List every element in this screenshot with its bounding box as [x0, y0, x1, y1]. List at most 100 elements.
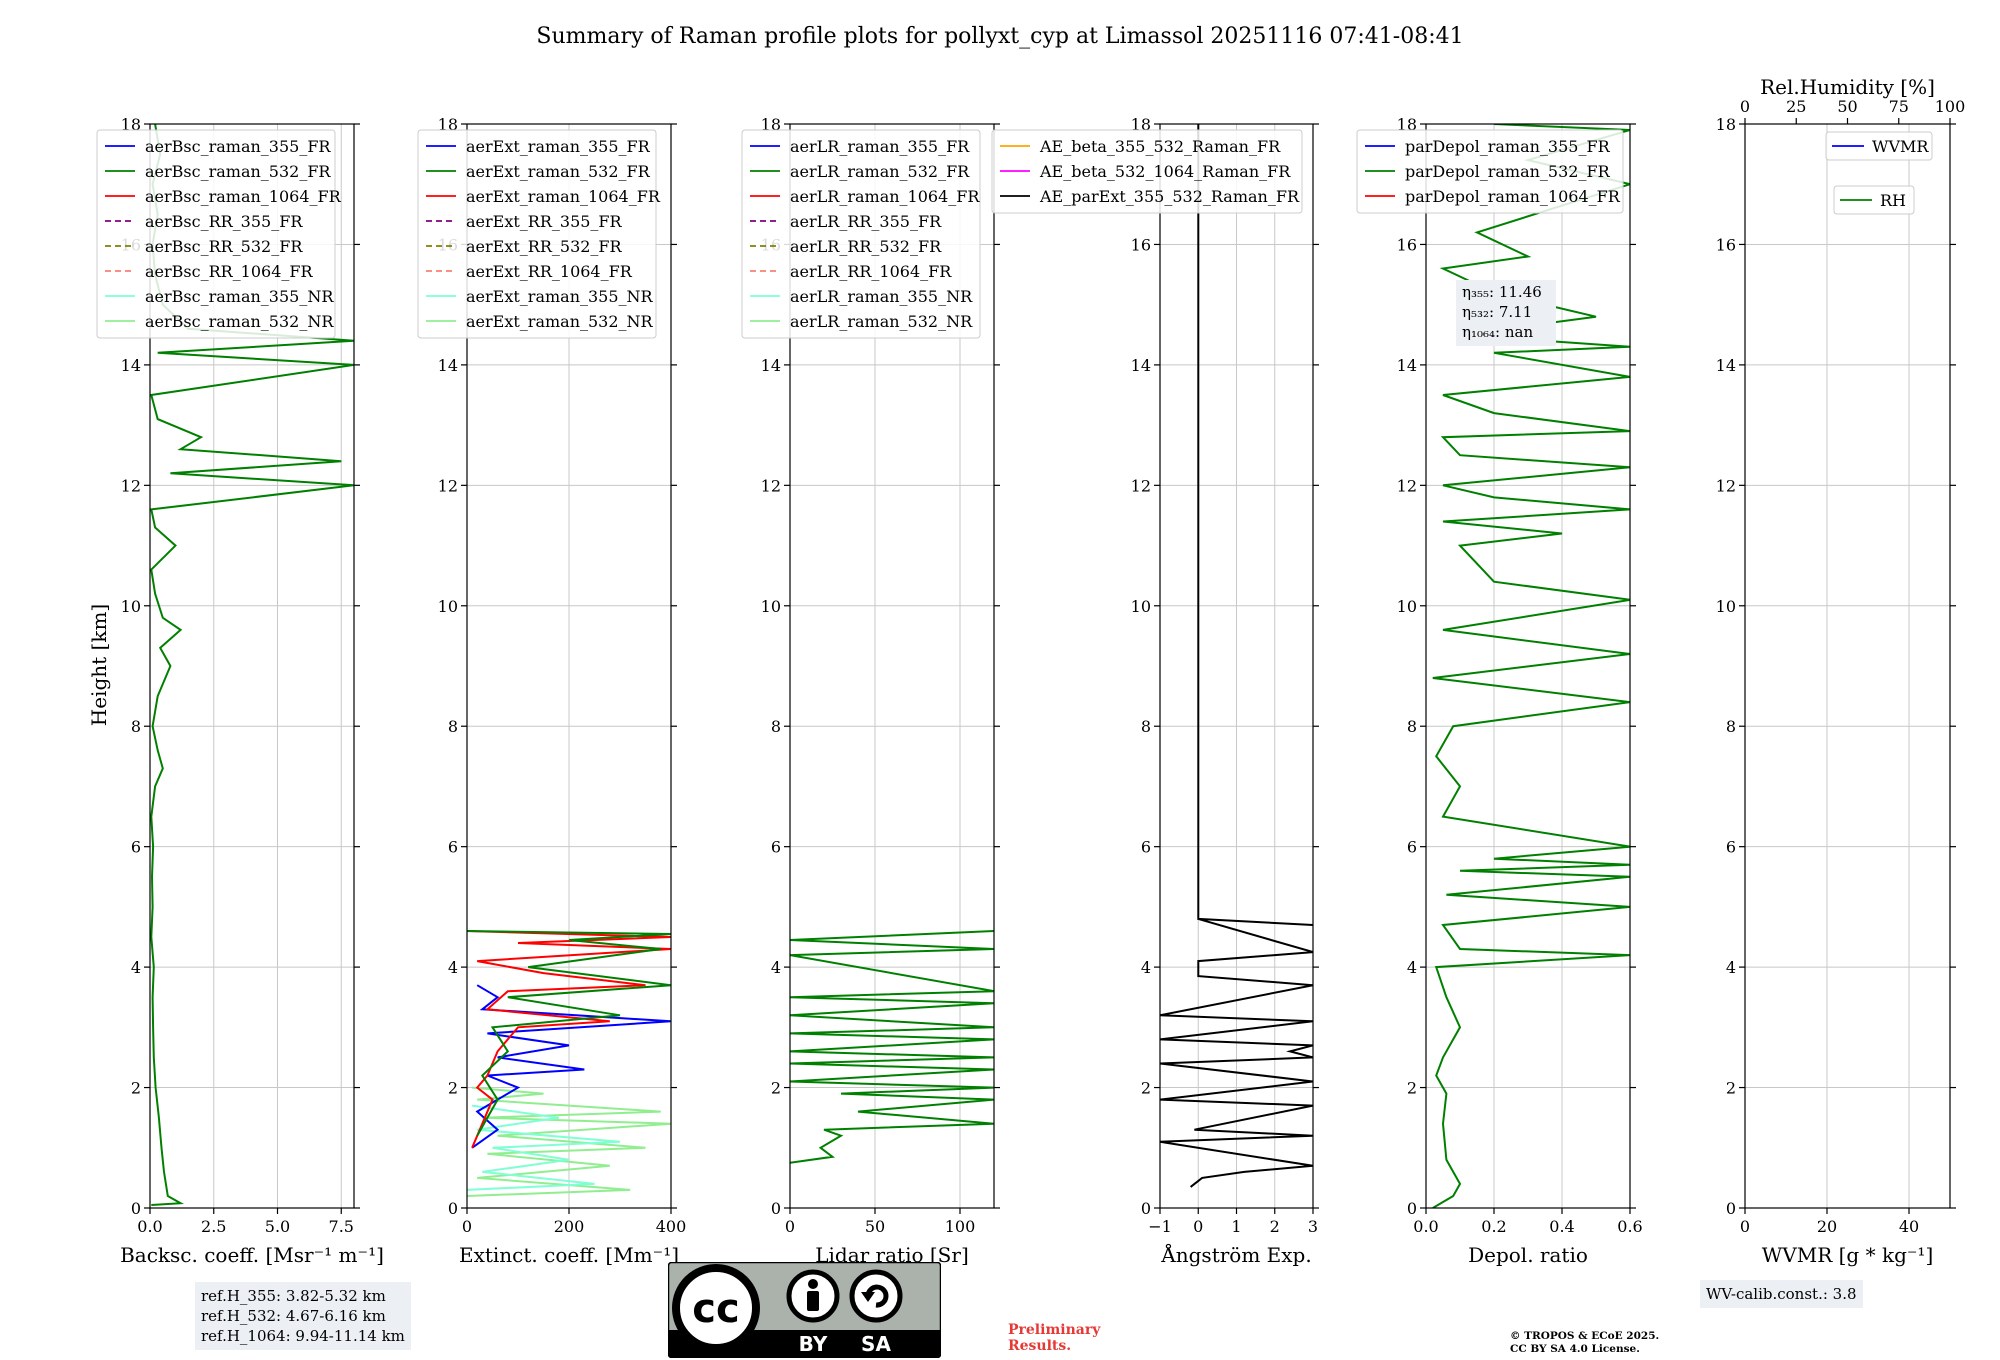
- y-tick-label: 2: [1407, 1079, 1417, 1098]
- y-tick-label: 16: [1716, 235, 1736, 254]
- eta-annotation-line: η₁₀₆₄: nan: [1462, 323, 1533, 341]
- y-tick-label: 10: [1131, 597, 1151, 616]
- legend-box: [417, 129, 657, 339]
- y-tick-label: 4: [131, 958, 141, 977]
- y-tick-label: 14: [1397, 356, 1417, 375]
- y-tick-label: 6: [448, 838, 458, 857]
- y-tick-label: 4: [1726, 958, 1736, 977]
- top-x-tick-label: 50: [1837, 97, 1857, 116]
- x-tick-label: 0.2: [1481, 1217, 1506, 1236]
- legend-label: aerLR_raman_1064_FR: [790, 187, 980, 206]
- x-tick-label: 400: [656, 1217, 687, 1236]
- legend-label: aerBsc_raman_532_FR: [145, 162, 331, 181]
- legend-label: aerBsc_raman_1064_FR: [145, 187, 342, 206]
- panel-ext: 0246810121416180200400Extinct. coeff. [M…: [417, 115, 687, 1267]
- x-tick-label: 7.5: [329, 1217, 354, 1236]
- legend-box: [741, 129, 981, 339]
- y-tick-label: 18: [438, 115, 458, 134]
- y-tick-label: 14: [1716, 356, 1736, 375]
- top-x-tick-label: 25: [1786, 97, 1806, 116]
- y-tick-label: 2: [1141, 1079, 1151, 1098]
- share-alike-arrowhead: [861, 1292, 875, 1302]
- x-tick-label: 100: [945, 1217, 976, 1236]
- top-axis-label: Rel.Humidity [%]: [1760, 75, 1935, 99]
- x-tick-label: 2: [1270, 1217, 1280, 1236]
- y-tick-label: 14: [1131, 356, 1151, 375]
- top-x-tick-label: 75: [1889, 97, 1909, 116]
- panel-frame: [1425, 123, 1631, 1209]
- x-tick-label: 0.0: [1413, 1217, 1438, 1236]
- legend-label: aerLR_RR_532_FR: [790, 237, 942, 256]
- series-AE_parExt_355_532_Raman_FR: [1160, 124, 1313, 1188]
- y-tick-label: 8: [131, 717, 141, 736]
- legend-label: aerBsc_raman_355_FR: [145, 137, 331, 156]
- x-tick-label: 0.4: [1549, 1217, 1574, 1236]
- x-tick-label: 0: [462, 1217, 472, 1236]
- legend-label: RH: [1880, 191, 1906, 210]
- legend-label: aerBsc_RR_355_FR: [145, 212, 303, 231]
- y-tick-label: 18: [1716, 115, 1736, 134]
- legend-label: aerLR_raman_355_FR: [790, 137, 970, 156]
- by-text: BY: [799, 1332, 828, 1356]
- y-tick-label: 0: [771, 1199, 781, 1218]
- legend-label: aerBsc_raman_532_NR: [145, 312, 334, 331]
- legend-label: parDepol_raman_532_FR: [1405, 162, 1611, 181]
- legend-label: AE_beta_355_532_Raman_FR: [1039, 137, 1281, 156]
- panel-lr: 024681012141618050100Lidar ratio [Sr]aer…: [741, 115, 1000, 1267]
- y-tick-label: 10: [1716, 597, 1736, 616]
- x-axis-label-wv: WVMR [g * kg⁻¹]: [1762, 1243, 1934, 1267]
- y-tick-label: 18: [1397, 115, 1417, 134]
- y-tick-label: 18: [761, 115, 781, 134]
- x-tick-label: 0: [785, 1217, 795, 1236]
- series-aerExt_raman_532_NR: [467, 1086, 671, 1197]
- preliminary-line-1: Preliminary: [1008, 1322, 1101, 1338]
- legend-box: [1825, 131, 1933, 161]
- copyright-line-1: © TROPOS & ECoE 2025.: [1510, 1330, 1660, 1342]
- y-tick-label: 6: [1141, 838, 1151, 857]
- series-aerExt_raman_532_FR: [467, 930, 671, 1137]
- y-tick-label: 0: [448, 1199, 458, 1218]
- legend-box: [1833, 185, 1915, 215]
- x-tick-label: 50: [865, 1217, 885, 1236]
- legend-label: aerExt_raman_355_FR: [466, 137, 651, 156]
- legend-label: parDepol_raman_355_FR: [1405, 137, 1611, 156]
- x-tick-label: 20: [1817, 1217, 1837, 1236]
- y-tick-label: 8: [1407, 717, 1417, 736]
- y-tick-label: 18: [1131, 115, 1151, 134]
- y-tick-label: 10: [121, 597, 141, 616]
- y-tick-label: 8: [448, 717, 458, 736]
- panel-frame: [149, 123, 355, 1209]
- cc-circle-icon: [672, 1264, 760, 1352]
- y-tick-label: 4: [771, 958, 781, 977]
- series-aerExt_raman_355_FR: [471, 984, 671, 1149]
- legend-label: aerBsc_raman_355_NR: [145, 287, 334, 306]
- y-tick-label: 14: [438, 356, 458, 375]
- legend-label: aerLR_raman_532_NR: [790, 312, 973, 331]
- cc-text: cc: [692, 1286, 739, 1332]
- y-tick-label: 18: [121, 115, 141, 134]
- legend-label: aerExt_RR_1064_FR: [466, 262, 633, 281]
- y-tick-label: 12: [761, 476, 781, 495]
- legend-label: WVMR: [1872, 137, 1929, 156]
- x-tick-label: 1: [1231, 1217, 1241, 1236]
- figure-title: Summary of Raman profile plots for polly…: [536, 24, 1463, 49]
- person-body: [807, 1291, 819, 1311]
- copyright-line-2: CC BY SA 4.0 License.: [1510, 1343, 1640, 1355]
- y-tick-label: 10: [1397, 597, 1417, 616]
- eta-annotation-line: η₃₅₅: 11.46: [1462, 283, 1542, 301]
- series-aerBsc_raman_532_FR: [150, 124, 354, 1206]
- x-axis-label-bsc: Backsc. coeff. [Msr⁻¹ m⁻¹]: [120, 1243, 384, 1267]
- x-tick-label: 2.5: [201, 1217, 226, 1236]
- panel-frame: [1744, 123, 1951, 1209]
- y-tick-label: 0: [1726, 1199, 1736, 1218]
- y-tick-label: 8: [1141, 717, 1151, 736]
- legend-label: aerLR_raman_532_FR: [790, 162, 970, 181]
- y-tick-label: 8: [1726, 717, 1736, 736]
- y-tick-label: 14: [121, 356, 141, 375]
- x-tick-label: 5.0: [265, 1217, 290, 1236]
- x-axis-label-ae: Ångström Exp.: [1160, 1242, 1311, 1267]
- x-tick-label: 0.6: [1617, 1217, 1642, 1236]
